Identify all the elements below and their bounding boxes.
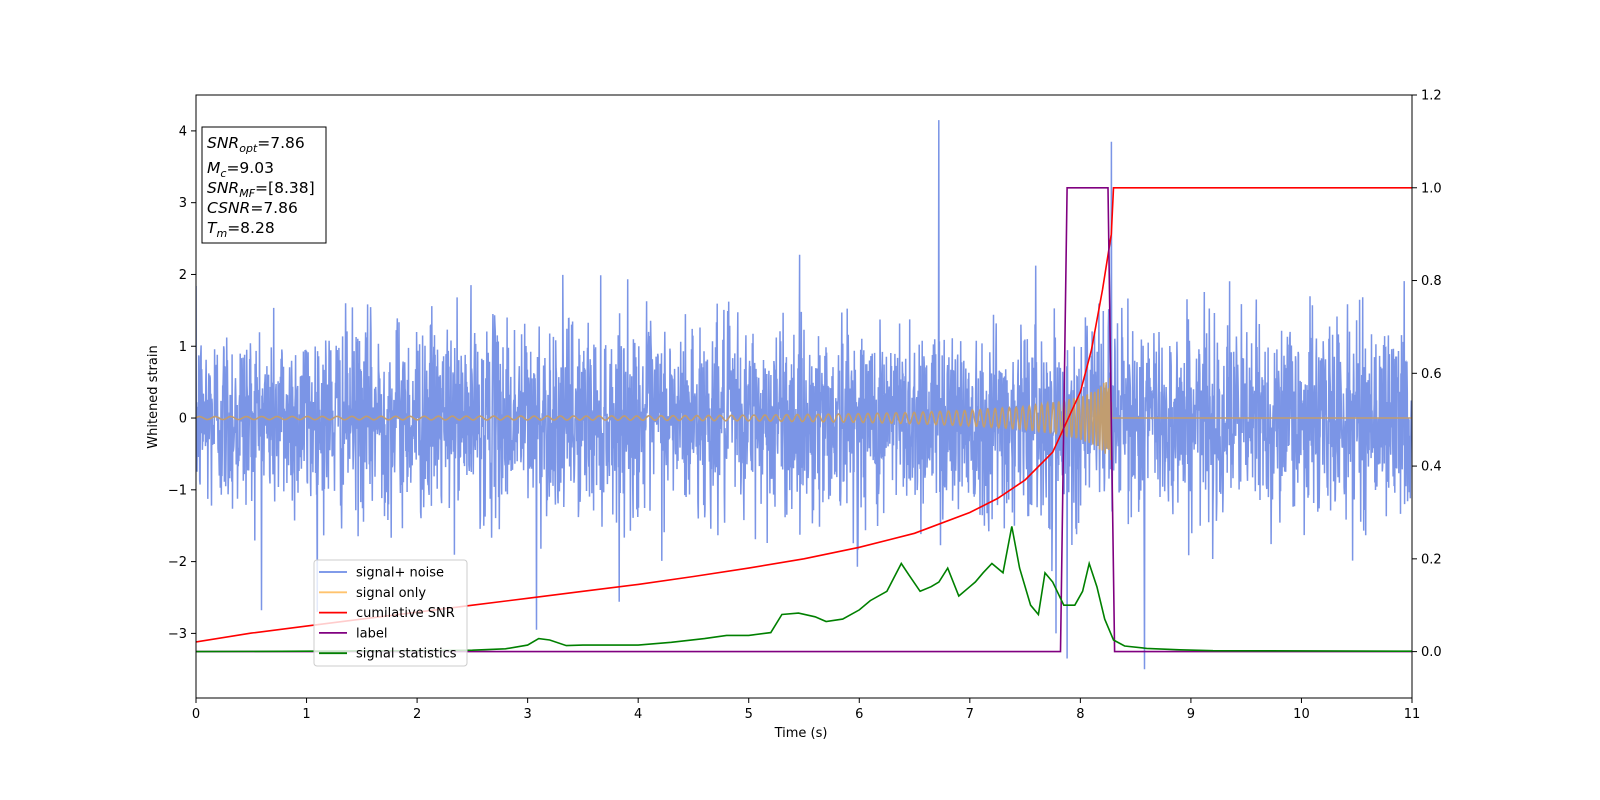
legend-label: label [356,626,387,641]
y-tick-label-right: 0.4 [1421,460,1442,475]
x-tick-label: 11 [1404,707,1421,722]
x-tick-label: 9 [1187,707,1195,722]
series-signal-noise [196,120,1412,670]
y-axis-label: Whitened strain [146,345,161,448]
y-tick-label-right: 1.2 [1421,89,1442,104]
annotation-line: SNRopt=7.86 [207,134,305,155]
y-tick-label-right: 0.6 [1421,367,1442,382]
y-tick-label-right: 0.8 [1421,274,1442,289]
legend: signal+ noise signal only cumilative SNR la… [313,559,468,667]
x-tick-label: 5 [745,707,753,722]
y-tick-label-right: 1.0 [1421,181,1442,196]
x-tick-label: 6 [855,707,863,722]
y-tick-label-left: −1 [168,483,187,498]
legend-label: signal statistics [356,647,457,662]
legend-label: cumilative SNR [356,606,455,621]
x-tick-label: 4 [634,707,642,722]
annotation-frame [201,126,327,244]
y-tick-label-right: 0.0 [1421,645,1442,660]
y-tick-label-left: 2 [179,268,187,283]
axes-layer: 0 1 2 3 4 5 6 7 8 9 10 11 −3 −2 −1 0 1 2 3 4 0.0 0.2 0.4 0.6 0.8… [168,89,1442,723]
legend-label: signal+ noise [356,566,444,581]
annotation-line: SNRMF=[8.38] [207,179,315,200]
y-tick-label-left: 0 [179,412,187,427]
series-signal-only [196,377,1412,461]
x-tick-label: 10 [1293,707,1310,722]
x-tick-label: 0 [192,707,200,722]
legend-label: signal only [356,586,426,601]
x-tick-label: 3 [523,707,531,722]
x-tick-label: 7 [966,707,974,722]
x-tick-label: 1 [302,707,310,722]
y-tick-label-right: 0.2 [1421,552,1442,567]
annotation-line: Tm=8.28 [207,219,275,240]
x-tick-label: 2 [413,707,421,722]
annotation-line: Mc=9.03 [207,159,274,180]
plot-frame [195,94,1413,699]
y-tick-label-left: 3 [179,196,187,211]
y-tick-label-left: 1 [179,340,187,355]
x-axis-label: Time (s) [774,726,828,741]
series-label [196,187,1412,653]
legend-frame [313,559,468,667]
y-tick-label-left: −3 [168,627,187,642]
y-tick-label-left: −2 [168,555,187,570]
x-tick-label: 8 [1076,707,1084,722]
y-tick-label-left: 4 [179,124,187,139]
series-signal-statistics [196,526,1412,653]
annotation-line: CSNR=7.86 [207,199,298,217]
